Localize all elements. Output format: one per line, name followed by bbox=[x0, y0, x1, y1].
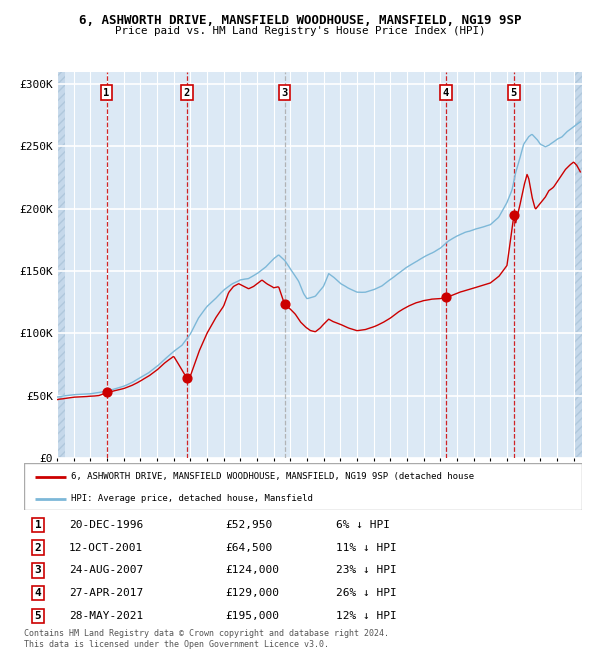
Point bbox=[509, 210, 518, 220]
Text: 28-MAY-2021: 28-MAY-2021 bbox=[68, 611, 143, 621]
Text: 1: 1 bbox=[35, 520, 41, 530]
Text: 23% ↓ HPI: 23% ↓ HPI bbox=[337, 566, 397, 575]
Point bbox=[280, 298, 289, 309]
Text: £129,000: £129,000 bbox=[225, 588, 279, 598]
Point bbox=[102, 387, 112, 397]
Text: 24-AUG-2007: 24-AUG-2007 bbox=[68, 566, 143, 575]
Text: Price paid vs. HM Land Registry's House Price Index (HPI): Price paid vs. HM Land Registry's House … bbox=[115, 26, 485, 36]
Text: HPI: Average price, detached house, Mansfield: HPI: Average price, detached house, Mans… bbox=[71, 494, 313, 503]
Text: £52,950: £52,950 bbox=[225, 520, 272, 530]
Text: 6% ↓ HPI: 6% ↓ HPI bbox=[337, 520, 391, 530]
Point bbox=[182, 372, 191, 383]
Bar bbox=[575, 72, 582, 458]
FancyBboxPatch shape bbox=[24, 463, 582, 510]
Text: 11% ↓ HPI: 11% ↓ HPI bbox=[337, 543, 397, 552]
Text: 6, ASHWORTH DRIVE, MANSFIELD WOODHOUSE, MANSFIELD, NG19 9SP (detached house: 6, ASHWORTH DRIVE, MANSFIELD WOODHOUSE, … bbox=[71, 472, 475, 481]
Point bbox=[441, 292, 451, 302]
Text: 2: 2 bbox=[184, 88, 190, 97]
Text: 12-OCT-2001: 12-OCT-2001 bbox=[68, 543, 143, 552]
Text: 3: 3 bbox=[281, 88, 287, 97]
Text: 12% ↓ HPI: 12% ↓ HPI bbox=[337, 611, 397, 621]
Text: 6, ASHWORTH DRIVE, MANSFIELD WOODHOUSE, MANSFIELD, NG19 9SP: 6, ASHWORTH DRIVE, MANSFIELD WOODHOUSE, … bbox=[79, 14, 521, 27]
Text: 5: 5 bbox=[35, 611, 41, 621]
Text: £195,000: £195,000 bbox=[225, 611, 279, 621]
Text: 27-APR-2017: 27-APR-2017 bbox=[68, 588, 143, 598]
Text: £124,000: £124,000 bbox=[225, 566, 279, 575]
Text: 20-DEC-1996: 20-DEC-1996 bbox=[68, 520, 143, 530]
Bar bbox=[57, 72, 65, 458]
Text: 26% ↓ HPI: 26% ↓ HPI bbox=[337, 588, 397, 598]
Text: Contains HM Land Registry data © Crown copyright and database right 2024.
This d: Contains HM Land Registry data © Crown c… bbox=[24, 629, 389, 649]
Text: 1: 1 bbox=[103, 88, 110, 97]
Text: 4: 4 bbox=[443, 88, 449, 97]
Text: 2: 2 bbox=[35, 543, 41, 552]
Text: 5: 5 bbox=[511, 88, 517, 97]
Text: £64,500: £64,500 bbox=[225, 543, 272, 552]
Text: 3: 3 bbox=[35, 566, 41, 575]
Text: 4: 4 bbox=[35, 588, 41, 598]
